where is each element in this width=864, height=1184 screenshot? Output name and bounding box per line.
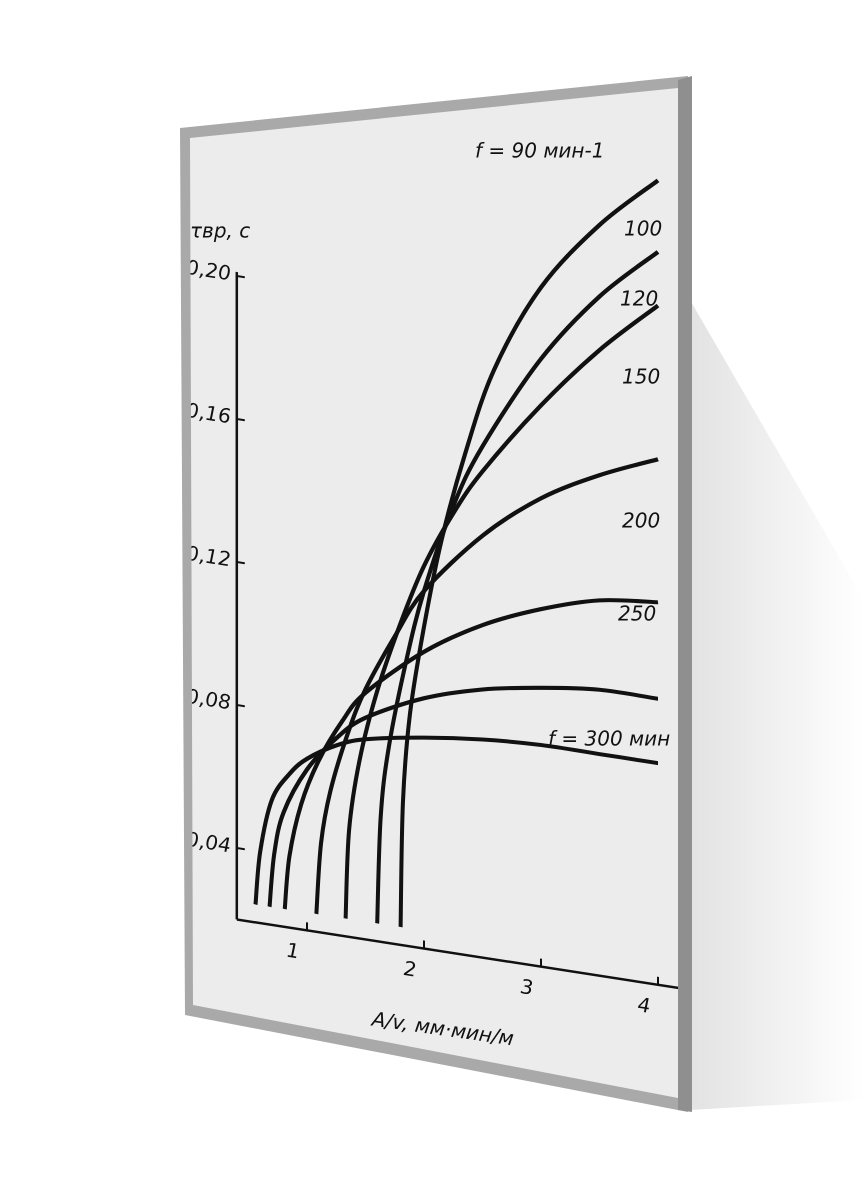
y-tick	[236, 704, 245, 708]
x-tick-label: 2	[404, 956, 417, 982]
curve-label: 100	[624, 217, 662, 241]
curve-label: f = 90 мин-1	[475, 139, 604, 163]
frame-side	[678, 76, 692, 1112]
curve-label: 150	[622, 365, 660, 389]
x-tick-label: 3	[521, 974, 534, 1000]
curve	[343, 303, 660, 919]
curve	[398, 178, 660, 928]
curve	[267, 685, 659, 908]
x-tick-label: 4	[638, 992, 651, 1018]
curve	[253, 735, 658, 906]
curve	[314, 457, 659, 915]
y-tick	[236, 418, 245, 422]
curve	[375, 250, 660, 924]
x-tick-label: 1	[287, 938, 300, 964]
y-tick	[236, 847, 245, 851]
curve-label: 250	[618, 602, 656, 626]
y-tick	[236, 275, 245, 279]
curve-label: 120	[620, 287, 658, 311]
x-axis	[236, 918, 678, 990]
y-tick	[236, 561, 245, 565]
paper	[190, 88, 678, 1098]
curve-label: f = 300 мин	[548, 727, 670, 751]
curve-label: 200	[622, 509, 660, 533]
y-axis-title: τвр, с	[190, 219, 250, 243]
curve	[282, 598, 659, 910]
shadow	[690, 300, 864, 1110]
